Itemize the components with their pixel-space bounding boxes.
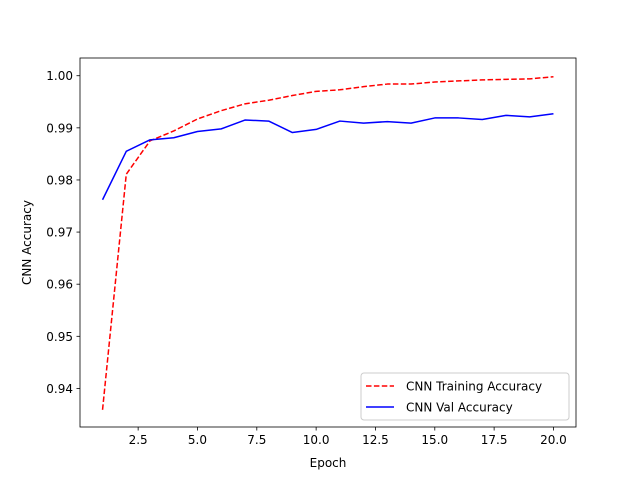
x-tick-label: 10.0	[303, 433, 330, 447]
legend: CNN Training Accuracy CNN Val Accuracy	[360, 372, 570, 421]
legend-label: CNN Training Accuracy	[406, 380, 542, 394]
y-tick-label: 0.98	[46, 173, 73, 187]
x-axis-ticks: 2.5 5.0 7.5 10.0 12.5 15.0 17.5 20.0	[129, 427, 567, 447]
y-tick-label: 0.99	[46, 121, 73, 135]
y-tick-label: 0.97	[46, 226, 73, 240]
x-tick-label: 20.0	[540, 433, 567, 447]
y-axis-title: CNN Accuracy	[20, 200, 34, 285]
y-tick-label: 0.95	[46, 330, 73, 344]
plot-area: 2.5 5.0 7.5 10.0 12.5 15.0 17.5 20.0 0.940.950.…	[46, 57, 577, 447]
legend-box	[360, 372, 570, 421]
series-line-val-accuracy	[101, 113, 554, 201]
x-axis-title: Epoch	[310, 456, 347, 470]
series-layer	[101, 76, 554, 410]
x-tick-label: 7.5	[247, 433, 266, 447]
y-axis-ticks: 0.94 0.95 0.96 0.97 0.98 0.99 1.00	[46, 69, 80, 396]
x-tick-label: 2.5	[129, 433, 148, 447]
axes-background	[80, 58, 576, 427]
axes-frame	[79, 57, 577, 428]
x-tick-label: 15.0	[421, 433, 448, 447]
x-tick-label: 5.0	[188, 433, 207, 447]
x-tick-label: 17.5	[481, 433, 508, 447]
x-tick-label: 12.5	[362, 433, 389, 447]
legend-label: CNN Val Accuracy	[406, 401, 513, 415]
y-tick-label: 0.96	[46, 278, 73, 292]
y-tick-label: 1.00	[46, 69, 73, 83]
y-tick-label: 0.94	[46, 382, 73, 396]
